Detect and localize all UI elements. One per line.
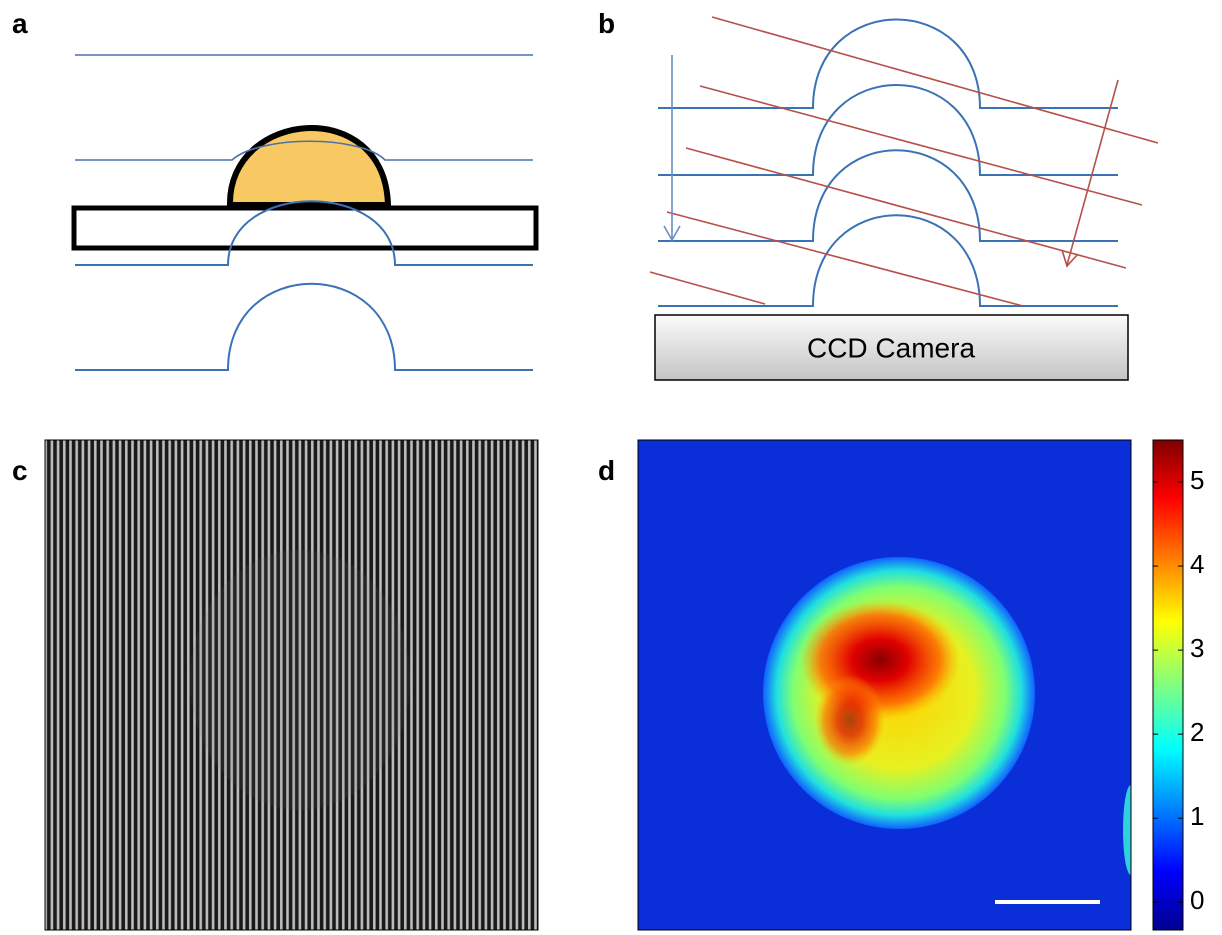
height-map	[638, 440, 1139, 930]
panel-label: a	[12, 8, 28, 39]
colorbar-tick-label: 4	[1190, 549, 1204, 579]
fringe-image	[45, 440, 538, 930]
panel-b-diagram: CCD Camera	[650, 17, 1158, 380]
colorbar-tick-label: 2	[1190, 717, 1204, 747]
colorbar	[1153, 440, 1183, 930]
colorbar-tick-label: 1	[1190, 801, 1204, 831]
figure: a b CCD Camera c d	[0, 0, 1222, 935]
panel-label: d	[598, 455, 615, 486]
panel-a-diagram	[74, 55, 536, 370]
colorbar-tick-label: 0	[1190, 885, 1204, 915]
colorbar-tick-label: 5	[1190, 465, 1204, 495]
camera-label: CCD Camera	[807, 332, 975, 363]
panel-label: b	[598, 8, 615, 39]
colorbar-tick-label: 3	[1190, 633, 1204, 663]
panel-label: c	[12, 455, 28, 486]
